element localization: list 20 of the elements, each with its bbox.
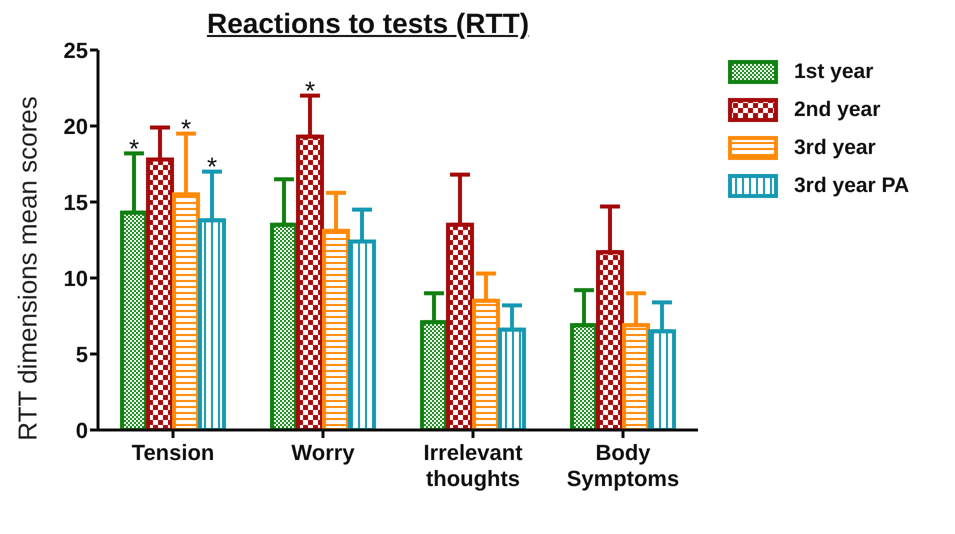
data-label: * [180, 114, 192, 144]
x-tick-label: Tension [132, 440, 214, 465]
x-tick-label: Body Symptoms [566, 440, 680, 491]
y-tick-label: 20 [64, 114, 88, 139]
y-tick-label: 15 [64, 190, 88, 215]
x-tick-label: Worry [291, 440, 356, 465]
legend-label: 3rd year [794, 136, 876, 160]
y-tick-label: 5 [76, 342, 88, 367]
chart-title: Reactions to tests (RTT) [206, 8, 530, 39]
legend-label: 3rd year PA [794, 174, 910, 198]
legend-label: 2nd year [794, 98, 880, 122]
y-tick-label: 0 [76, 418, 88, 443]
y-axis-title: RTT dimensions mean scores [12, 96, 44, 440]
data-label: * [128, 133, 140, 164]
data-label: * [206, 152, 218, 182]
y-tick-label: 25 [64, 38, 88, 63]
y-tick-label: 10 [64, 266, 88, 291]
data-label: * [304, 76, 316, 106]
legend-label: 1st year [794, 60, 874, 84]
x-tick-label: Irrelevant thoughts [423, 440, 524, 491]
